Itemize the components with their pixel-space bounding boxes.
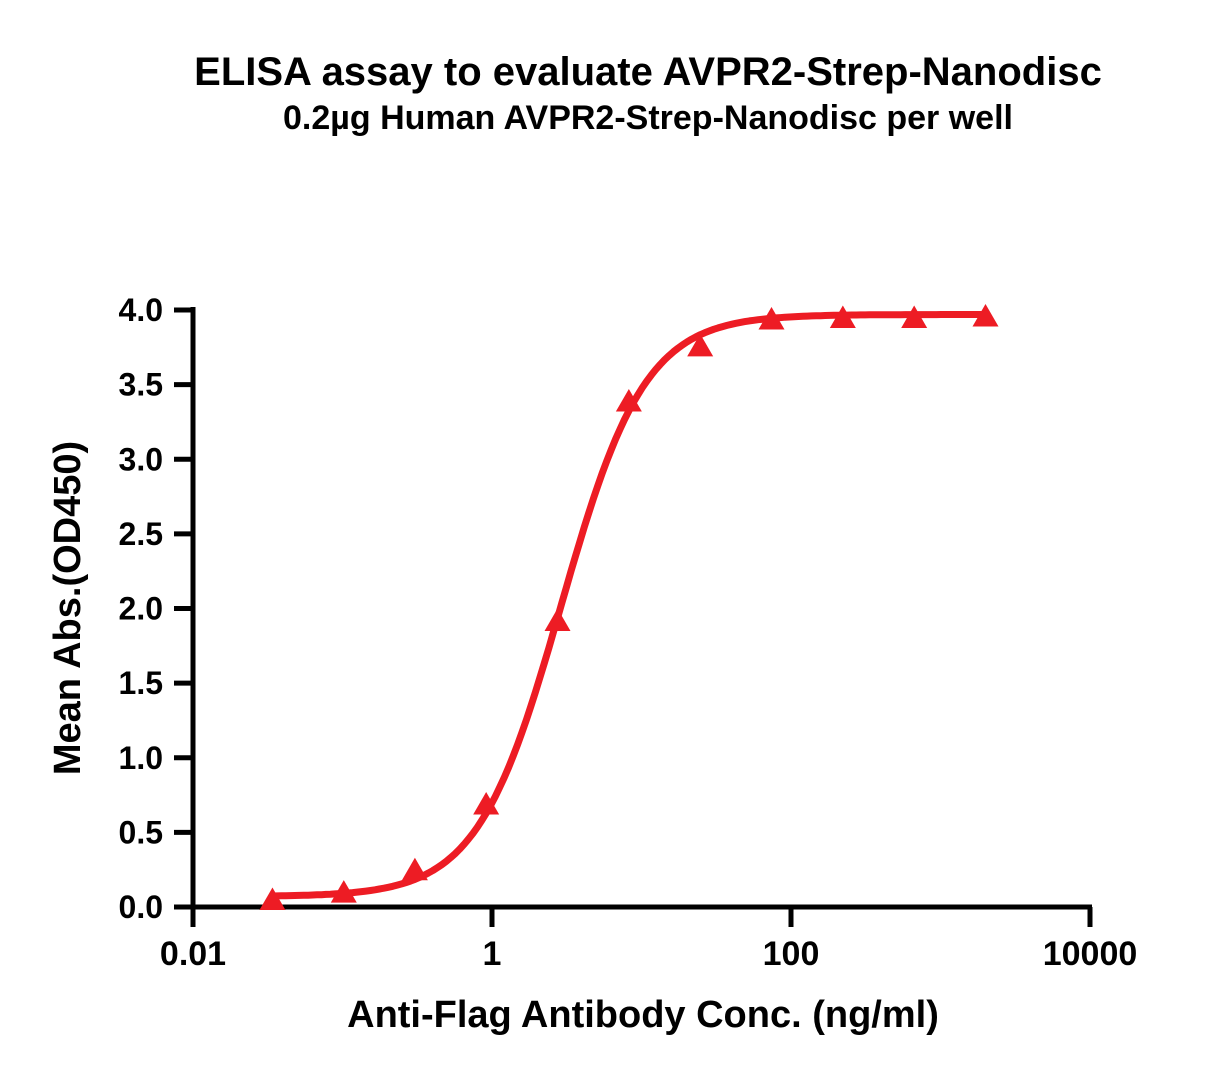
data-point-marker xyxy=(758,306,785,330)
data-point-marker xyxy=(401,857,428,881)
y-tick-label: 3.0 xyxy=(119,441,163,477)
x-tick-label: 0.01 xyxy=(160,935,226,973)
y-tick-label: 2.0 xyxy=(119,591,163,627)
y-tick-label: 0.0 xyxy=(119,889,163,925)
y-axis-label: Mean Abs.(OD450) xyxy=(47,440,89,776)
chart-subtitle: 0.2µg Human AVPR2-Strep-Nanodisc per wel… xyxy=(283,99,1013,137)
axes xyxy=(190,307,1092,910)
y-tick-label: 3.5 xyxy=(119,367,163,403)
x-tick-label: 100 xyxy=(763,935,820,973)
x-axis-ticks: 0.01 1 100 10000 xyxy=(160,907,1137,973)
data-point-marker xyxy=(615,389,642,412)
y-tick-label: 1.0 xyxy=(119,740,163,776)
y-tick-label: 0.5 xyxy=(119,814,163,850)
data-point-marker xyxy=(972,303,999,327)
chart-title: ELISA assay to evaluate AVPR2-Strep-Nano… xyxy=(194,50,1102,94)
data-point-marker xyxy=(259,887,286,911)
series-human-avpr2-strep-nanodisc xyxy=(259,303,999,911)
x-tick-label: 10000 xyxy=(1043,935,1138,973)
data-point-marker xyxy=(330,880,357,903)
data-point-marker xyxy=(901,305,928,328)
data-point-marker xyxy=(544,608,571,631)
data-point-marker xyxy=(473,792,500,815)
data-point-marker xyxy=(687,333,714,357)
x-axis-label: Anti-Flag Antibody Conc. (ng/ml) xyxy=(347,994,939,1036)
y-axis-ticks: 0.0 0.5 1.0 1.5 2.0 2.5 3.0 3.5 4.0 xyxy=(119,292,193,925)
y-tick-label: 2.5 xyxy=(119,516,163,552)
x-tick-label: 1 xyxy=(483,935,502,973)
data-point-marker xyxy=(829,305,856,328)
y-tick-label: 1.5 xyxy=(119,665,163,701)
y-tick-label: 4.0 xyxy=(119,292,163,328)
